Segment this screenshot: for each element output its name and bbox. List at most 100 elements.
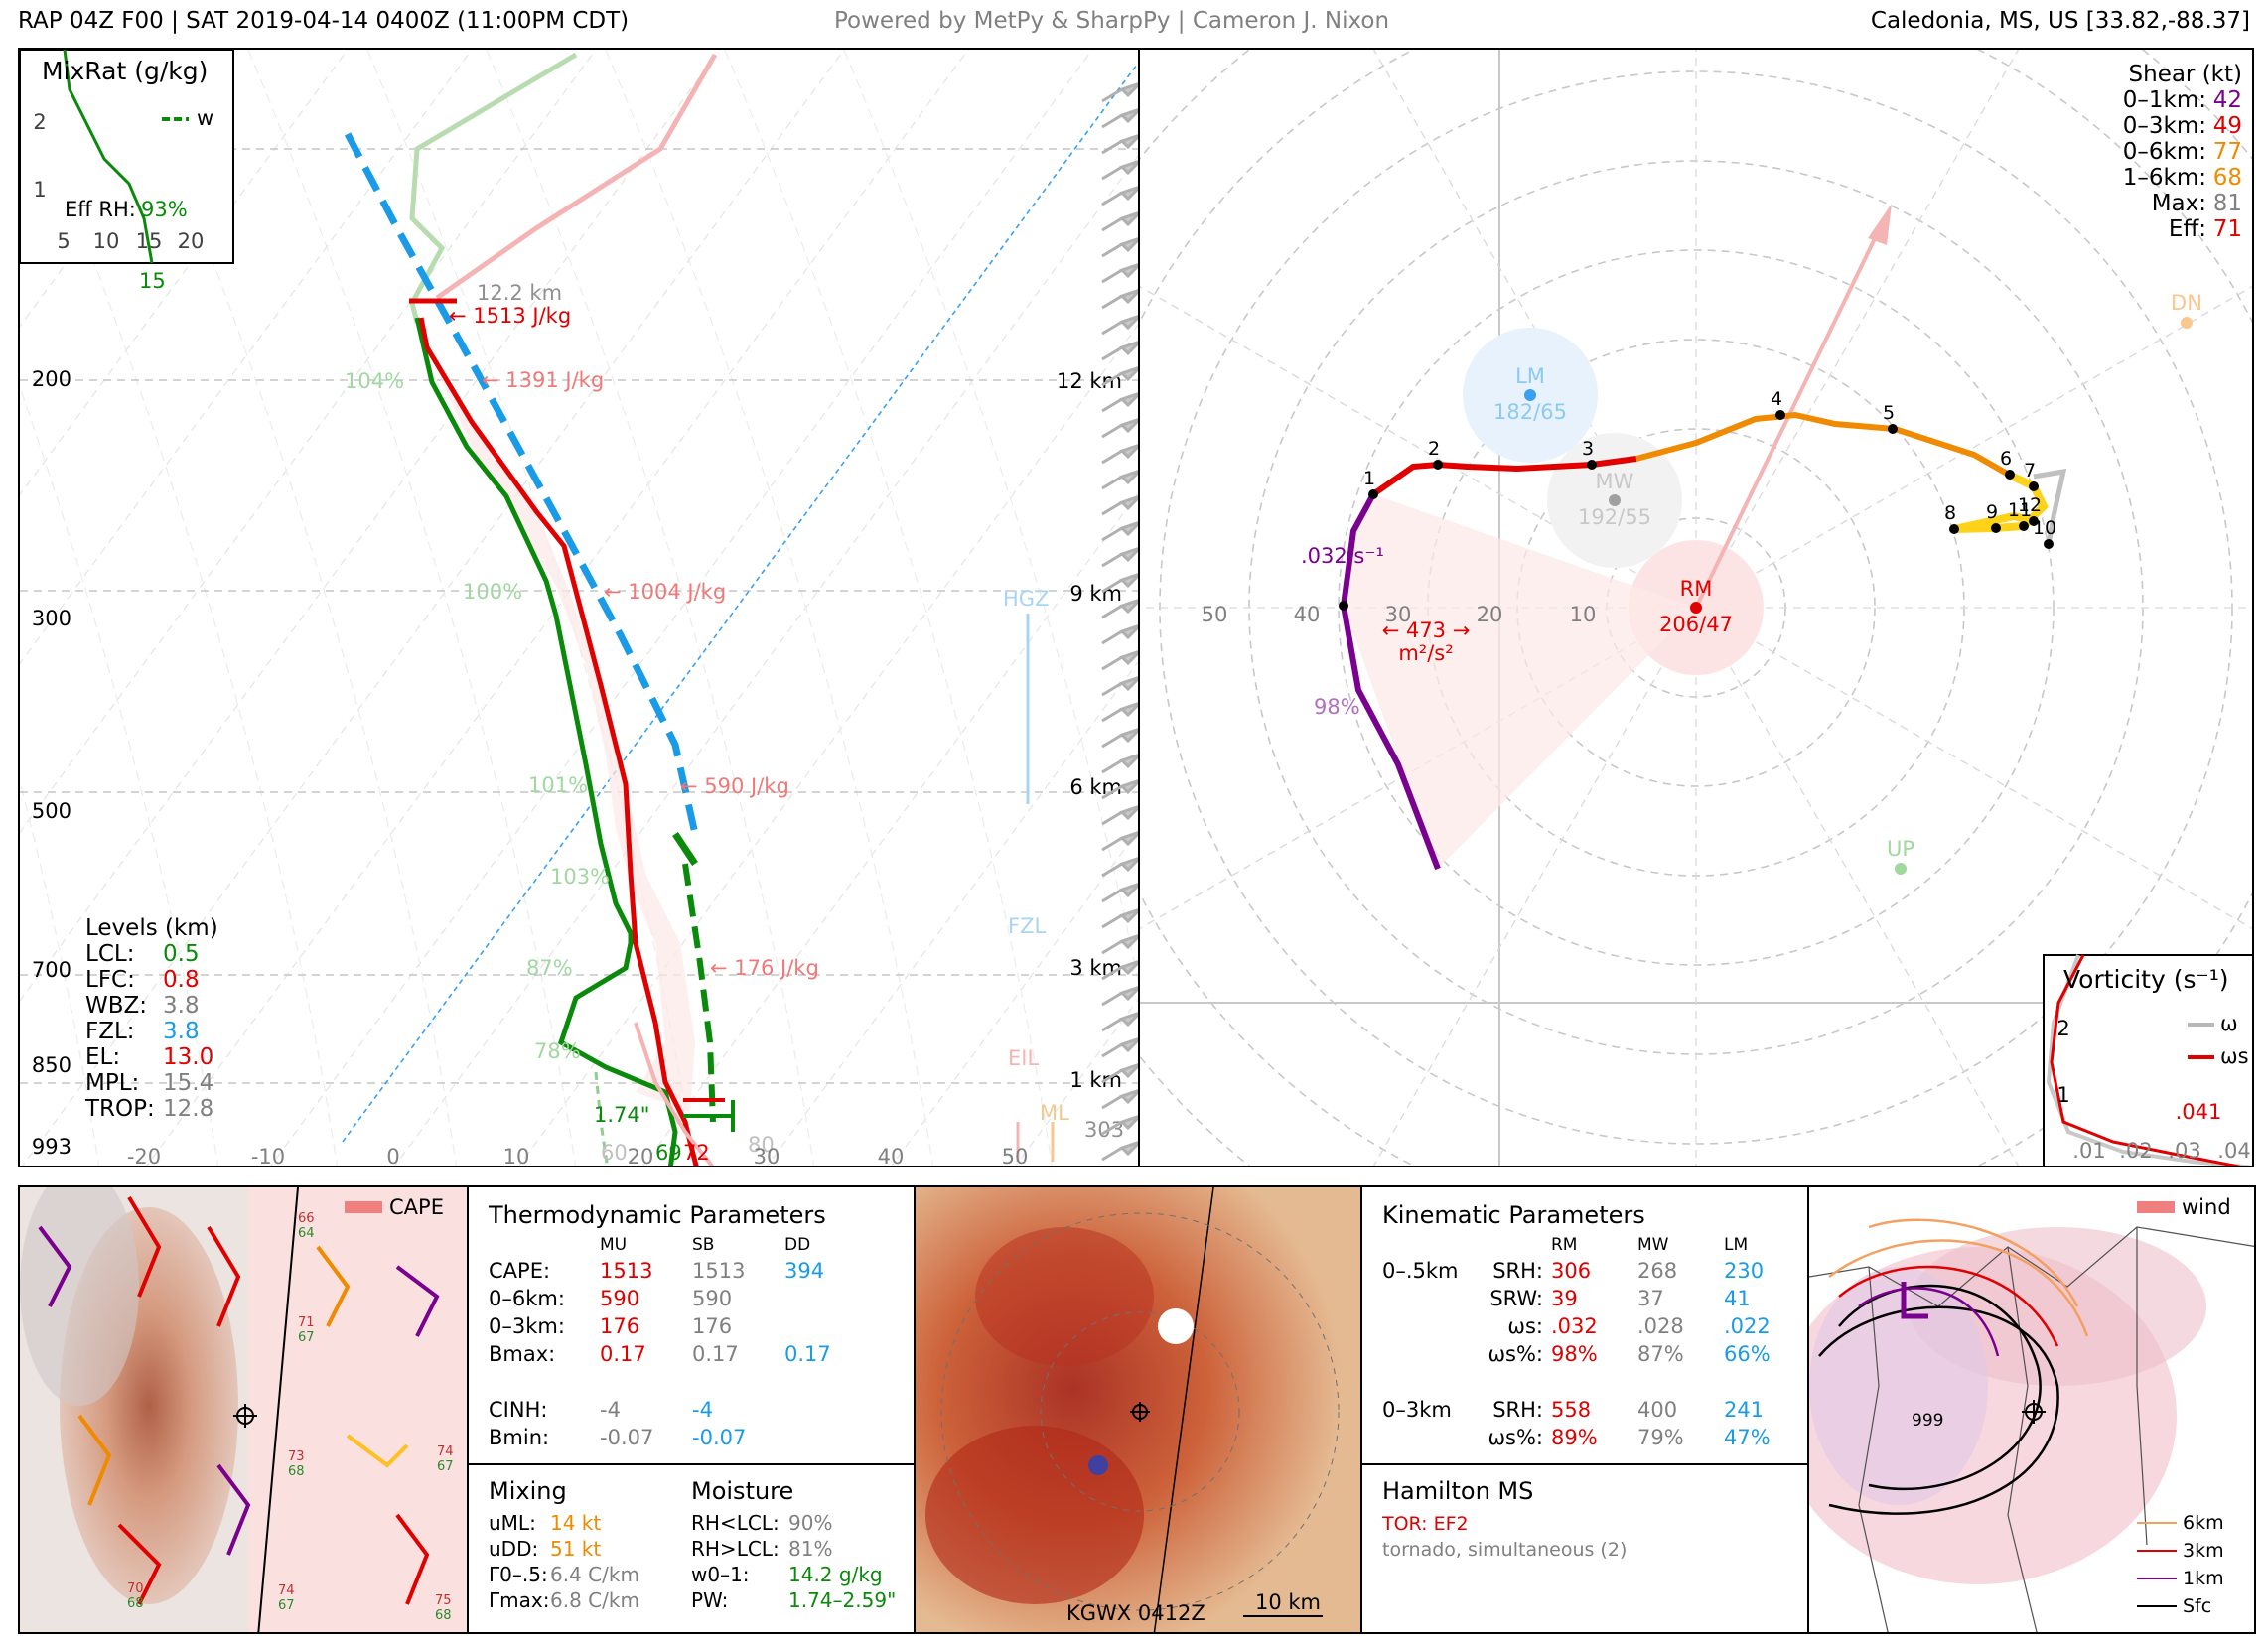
wind-barb: [1101, 598, 1140, 619]
rh-78-label: 78%: [534, 1039, 581, 1063]
level-key: EL:: [85, 1044, 121, 1070]
cape-700-label: ← 176 J/kg: [710, 956, 819, 980]
map-value: 67: [278, 1598, 295, 1613]
thermo-value: 590: [600, 1287, 640, 1310]
moisture-value: 1.74–2.59": [788, 1588, 897, 1612]
mixrat-tick: 20: [178, 229, 205, 253]
mixing-key: uDD:: [489, 1537, 539, 1561]
kin-value: 98%: [1551, 1342, 1598, 1366]
hodo-km-label: 2: [1428, 438, 1440, 460]
moisture-key: RH>LCL:: [691, 1537, 780, 1561]
moisture-title: Moisture: [691, 1477, 794, 1505]
t-tick: 0: [386, 1145, 399, 1167]
srh-unit: m²/s²: [1398, 641, 1453, 665]
cape-200-label: ← 1391 J/kg: [482, 368, 604, 392]
radar-label: KGWX 0412Z: [1066, 1601, 1205, 1625]
eff-rh-value: 93%: [141, 198, 188, 221]
hodo-km-label: 10: [2033, 517, 2056, 539]
level-value: 0.5: [163, 941, 200, 967]
mixing-key: Γmax:: [489, 1588, 550, 1612]
wind-barb: [1101, 210, 1140, 232]
pw-label: 1.74": [594, 1103, 649, 1127]
level-legend: 1km: [2183, 1568, 2224, 1589]
moisture-value: 81%: [788, 1537, 833, 1561]
thermo-col: SB: [692, 1235, 715, 1255]
shear-key: 0–1km:: [2122, 87, 2206, 113]
event-note: tornado, simultaneous (2): [1382, 1539, 1628, 1561]
thermo-value: 176: [600, 1314, 640, 1338]
moisture-key: PW:: [691, 1588, 729, 1612]
level-row: WBZ: 3.8: [85, 993, 218, 1019]
radar-scale: 10 km: [1255, 1590, 1321, 1614]
thermo-value: 1513: [600, 1259, 653, 1283]
hodo-km-point: [2019, 521, 2029, 531]
kin-value: 89%: [1551, 1426, 1598, 1449]
wind-map: 999 wind 6km 3km 1km Sfc: [1809, 1187, 2254, 1632]
mixing-value: 14 kt: [550, 1511, 602, 1535]
kin-col: MW: [1637, 1235, 1669, 1255]
radar-image: KGWX 0412Z 10 km: [916, 1187, 1360, 1632]
p-tick: 300: [32, 607, 71, 630]
wind-barb: [1101, 1011, 1140, 1032]
level-value: 13.0: [163, 1044, 214, 1070]
wind-barb: [1101, 1140, 1140, 1162]
mixing-value: 6.4 C/km: [550, 1563, 639, 1586]
hodo-km-point: [1775, 410, 1785, 420]
hodo-km-label: 8: [1944, 502, 1956, 524]
wind-barb: [1101, 727, 1140, 749]
level-value: 12.8: [163, 1096, 214, 1122]
vort-label: .032 s⁻¹: [1301, 544, 1384, 568]
p-tick: 200: [32, 367, 71, 391]
shear-row: 0–6km: 77: [2123, 139, 2242, 165]
wind-barb: [1101, 81, 1140, 103]
wind-barb: [1101, 262, 1140, 284]
mw-label: MW: [1596, 470, 1634, 493]
wind-barb: [1101, 185, 1140, 206]
vort-xtick: .01: [2072, 1139, 2105, 1163]
hodo-km-point: [2044, 539, 2054, 549]
vort-legend-omega-s: ωs: [2220, 1044, 2249, 1068]
location-title: Caledonia, MS, US [33.82,-88.37]: [1870, 8, 2250, 34]
level-row: TROP: 12.8: [85, 1096, 218, 1122]
shear-row: Max: 81: [2123, 191, 2242, 216]
hodo-km-point: [1991, 523, 2001, 533]
t-tick: 20: [628, 1145, 654, 1167]
kin-key: SRH:: [1492, 1259, 1543, 1283]
kinematic-panel: Kinematic Parameters RM MW LM 0–.5km 0–3…: [1360, 1185, 1809, 1634]
levels-title: Levels (km): [85, 915, 218, 941]
bmin-mu: -0.07: [600, 1426, 654, 1449]
vort-legend-omega: ω: [2220, 1012, 2238, 1035]
wind-barb: [1101, 469, 1140, 490]
hgz-label: HGZ: [1003, 587, 1049, 611]
hodo-km-point: [1587, 460, 1597, 470]
t-tick: -10: [251, 1145, 285, 1167]
ml-label: ML: [1040, 1101, 1069, 1125]
credit-line: Powered by MetPy & SharpPy | Cameron J. …: [834, 8, 1390, 34]
shear-title: Shear (kt): [2128, 62, 2242, 87]
p-tick: 700: [32, 958, 71, 982]
rh-87-label: 87%: [526, 956, 573, 980]
thermo-panel: Thermodynamic Parameters MU SB DD CAPE: 1…: [467, 1185, 916, 1634]
moisture-key: w0–1:: [691, 1563, 750, 1586]
thermo-value: 1513: [692, 1259, 746, 1283]
wind-barb: [1101, 804, 1140, 826]
wind-barb: [1101, 675, 1140, 697]
hodo-km-label: 1: [1363, 468, 1375, 489]
map-value: 71: [298, 1315, 315, 1330]
hodo-km-point: [1368, 489, 1378, 499]
kin-value: 230: [1724, 1259, 1765, 1283]
skewt-chart: 12.2 km ← 1513 J/kg ← 1391 J/kg ← 1004 J…: [20, 50, 1140, 1167]
mixrat-legend: w: [197, 106, 213, 130]
mixing-value: 6.8 C/km: [550, 1588, 639, 1612]
wind-barb: [1101, 391, 1140, 413]
level-key: LFC:: [85, 967, 135, 993]
wind-barb: [1101, 1088, 1140, 1110]
mixrat-tick: 10: [93, 229, 120, 253]
rh-103-label: 103%: [550, 865, 610, 889]
cape-legend: CAPE: [389, 1195, 444, 1219]
hodo-km-label: 5: [1883, 402, 1895, 424]
shear-value: 71: [2212, 216, 2242, 242]
wind-barb: [1101, 417, 1140, 439]
vort-ytick: 2: [2056, 1017, 2069, 1040]
